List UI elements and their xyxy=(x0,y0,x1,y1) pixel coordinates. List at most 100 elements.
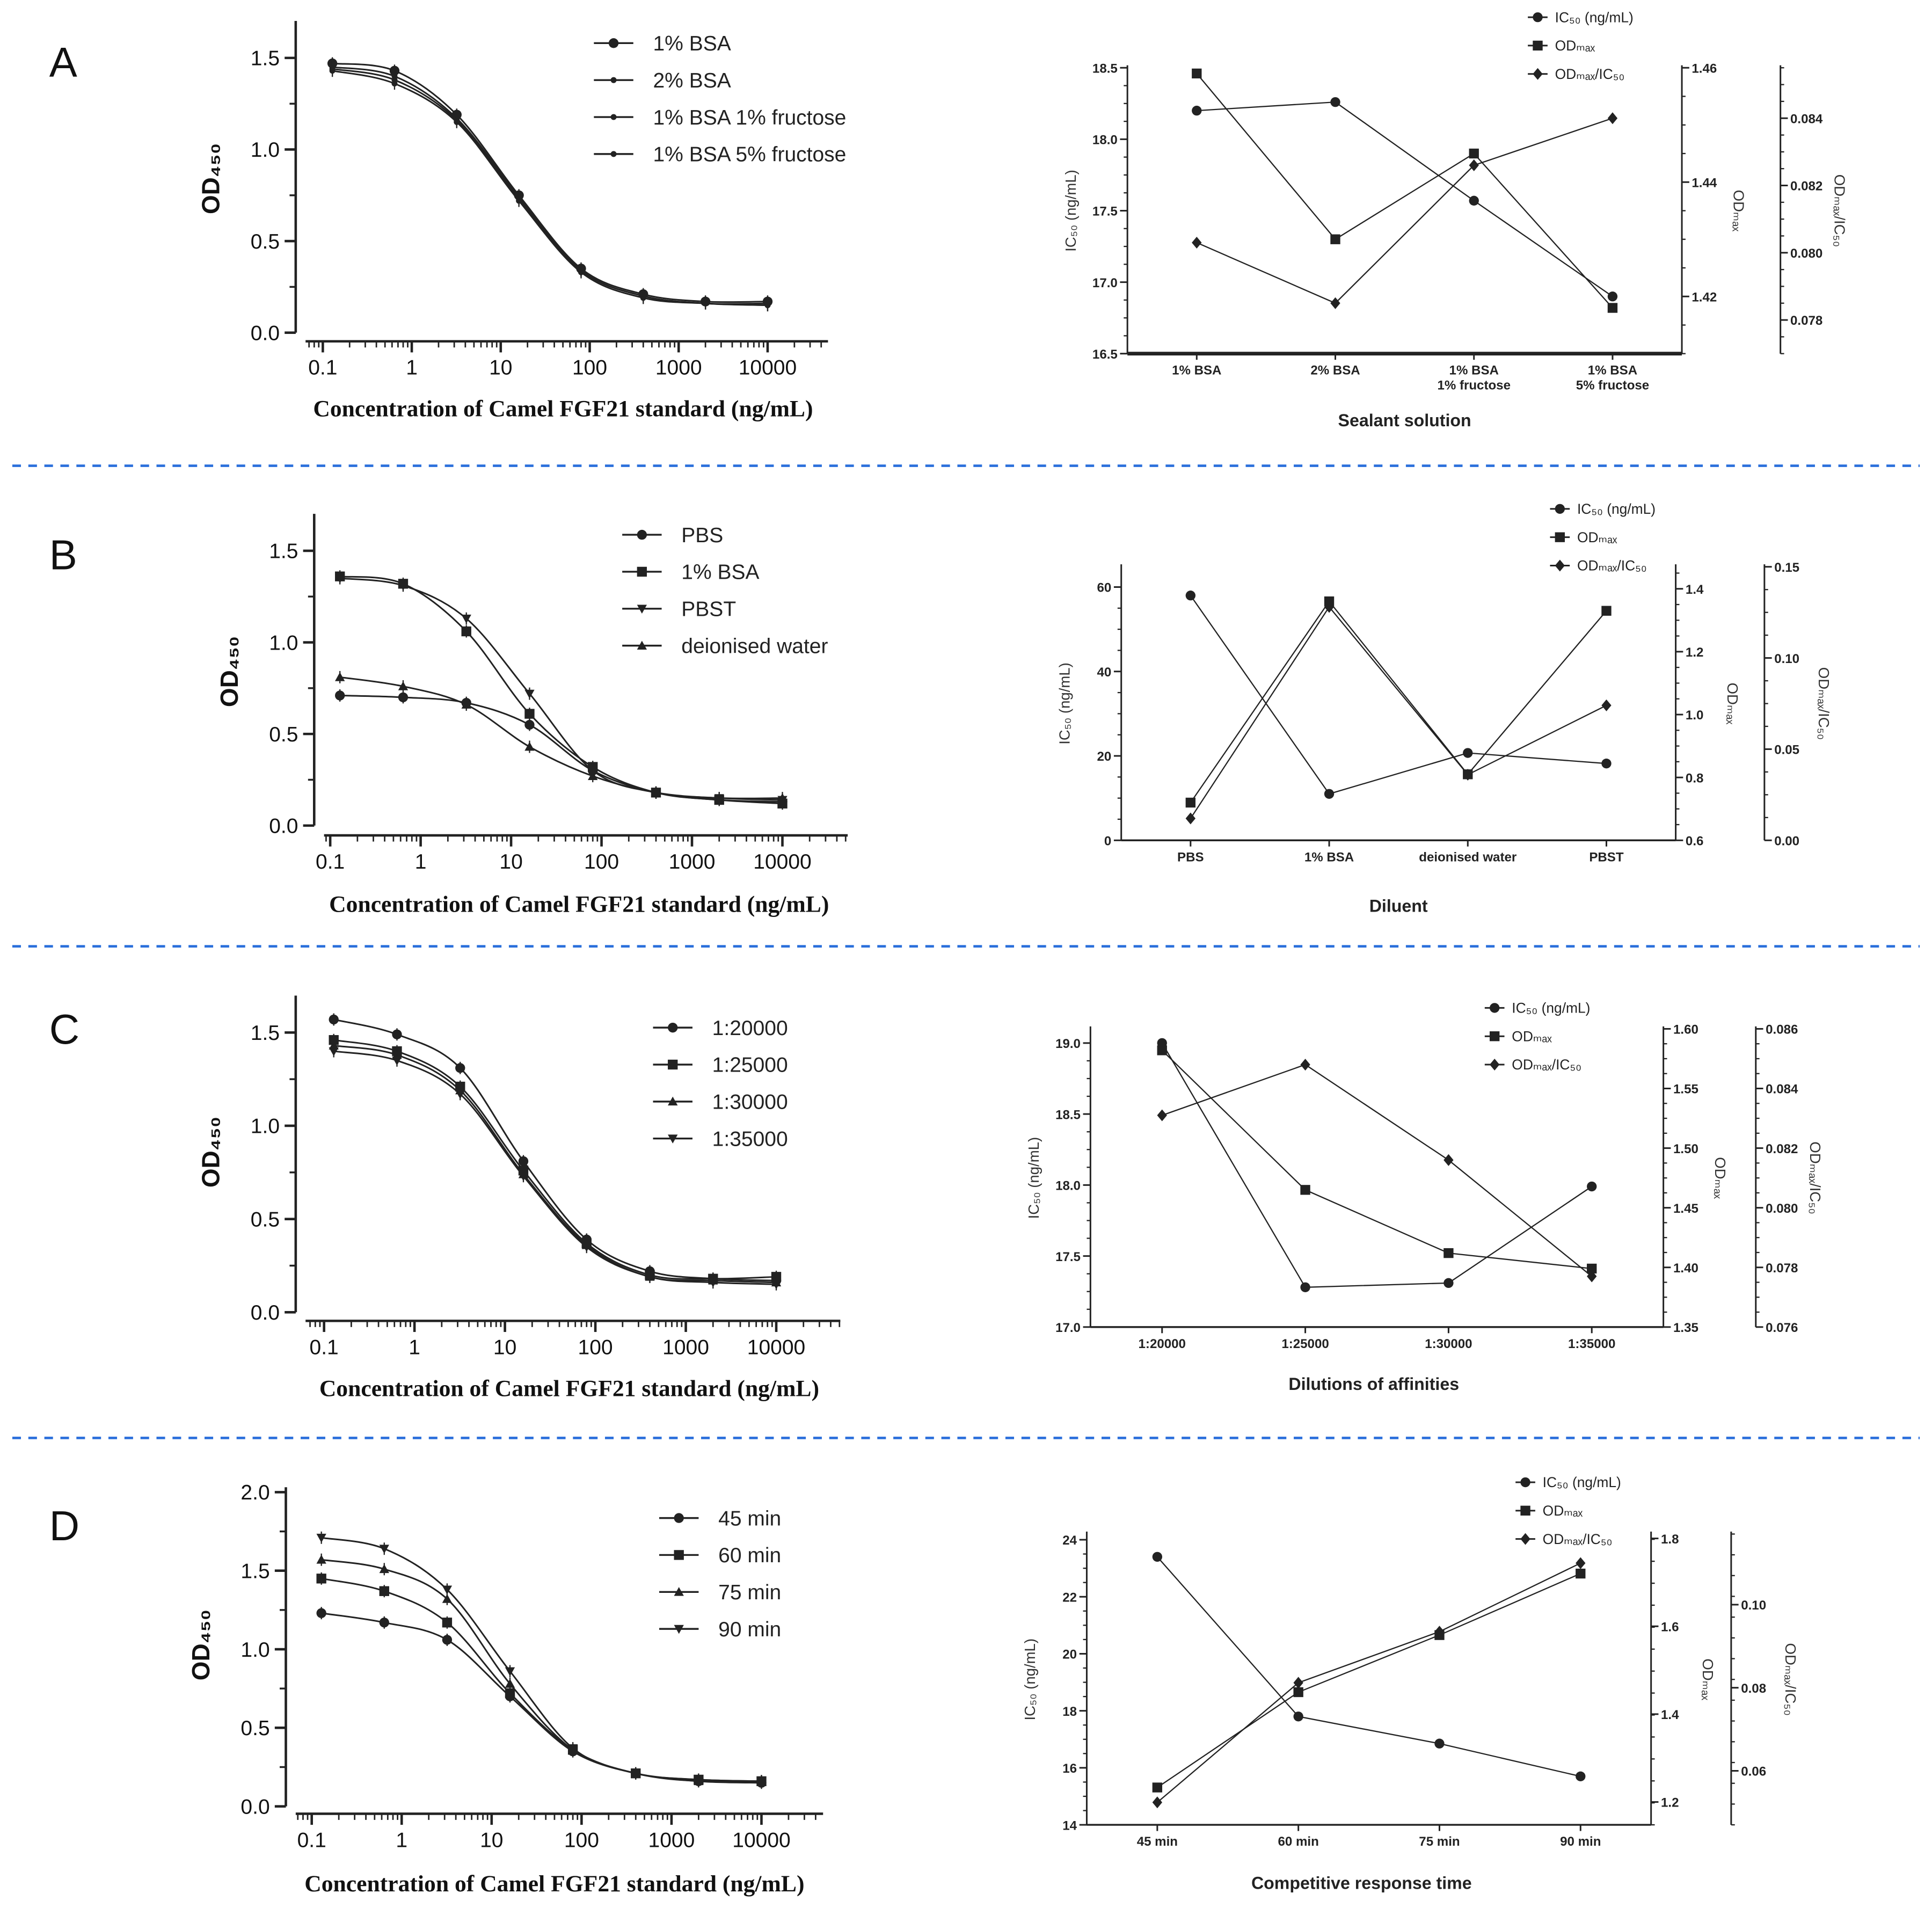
x-tick-label: 10 xyxy=(489,356,512,380)
y-tick-label: 0.15 xyxy=(1774,560,1799,575)
legend-label: IC₅₀ (ng/mL) xyxy=(1555,9,1634,25)
legend-marker xyxy=(610,114,617,120)
data-point xyxy=(1330,297,1340,309)
y-tick-label: 1.60 xyxy=(1673,1023,1698,1037)
x-tick-label: 1000 xyxy=(655,356,702,380)
y-tick-label: 0.0 xyxy=(269,815,298,838)
data-point xyxy=(1443,1248,1454,1258)
data-point xyxy=(1443,1278,1454,1288)
data-point xyxy=(1576,1557,1586,1569)
legend-label: 90 min xyxy=(718,1618,781,1641)
legend-label: ODₘₐₓ/IC₅₀ xyxy=(1512,1057,1581,1073)
x-tick-label: 60 min xyxy=(1278,1834,1319,1849)
y2-axis-label: ODₘₐₓ xyxy=(1700,1658,1716,1700)
x-tick-label: 2% BSA xyxy=(1310,363,1360,378)
y-tick-label: 1.42 xyxy=(1692,290,1717,304)
y-axis-label: OD₄₅₀ xyxy=(197,1117,225,1188)
data-point xyxy=(1443,1154,1454,1166)
y-tick-label: 1.45 xyxy=(1673,1201,1698,1216)
y-tick-label: 17.0 xyxy=(1092,276,1118,290)
x-tick-label: 1000 xyxy=(648,1829,695,1852)
legend-marker xyxy=(608,38,619,48)
legend-label: 60 min xyxy=(718,1544,781,1567)
data-point xyxy=(1434,1626,1445,1638)
panel-B-parameter-chart: 0 20 40 60 0.6 0.8 1.0 1.2 1.4 0.00 0.05 0.10 0.15 PB… xyxy=(1056,501,1832,915)
y-tick-label: 16.5 xyxy=(1092,347,1118,362)
data-point xyxy=(1330,97,1340,107)
x-tick-label: 45 min xyxy=(1137,1834,1178,1849)
x-tick-label: 1% fructose xyxy=(1437,378,1511,392)
data-point xyxy=(1587,1270,1597,1283)
y-tick-label: 0.8 xyxy=(1686,771,1703,785)
y-tick-label: 0.5 xyxy=(251,230,280,253)
legend-marker xyxy=(1555,532,1565,542)
series-line xyxy=(1161,1043,1592,1288)
series-line xyxy=(1162,1064,1592,1277)
legend-label: ODₘₐₓ/IC₅₀ xyxy=(1555,66,1625,82)
data-point xyxy=(1607,303,1618,313)
data-point xyxy=(1576,1771,1586,1781)
data-point xyxy=(1576,1568,1586,1579)
legend-label: ODₘₐₓ xyxy=(1512,1028,1552,1044)
legend-label: 45 min xyxy=(718,1507,781,1530)
series-curve xyxy=(332,62,768,303)
data-point xyxy=(1300,1282,1310,1292)
data-point xyxy=(1192,236,1202,249)
x-tick-label: 1% BSA xyxy=(1304,850,1354,864)
y-tick-label: 18 xyxy=(1062,1705,1077,1719)
y-tick-label: 0.10 xyxy=(1774,652,1799,666)
series-curve xyxy=(333,1050,777,1285)
y-tick-label: 1.8 xyxy=(1661,1532,1679,1547)
legend-marker xyxy=(637,529,647,540)
y-tick-label: 1.5 xyxy=(240,1560,269,1583)
legend-marker xyxy=(610,151,617,157)
x-tick-label: 100 xyxy=(578,1336,613,1359)
series-line xyxy=(1196,73,1613,309)
y-tick-label: 1.2 xyxy=(1661,1796,1679,1810)
data-point xyxy=(1185,812,1195,825)
y-tick-label: 0.10 xyxy=(1741,1598,1766,1613)
legend-label: IC₅₀ (ng/mL) xyxy=(1512,1000,1590,1016)
y3-axis-label: ODₘₐₓ/IC₅₀ xyxy=(1832,174,1848,247)
y-tick-label: 0.5 xyxy=(251,1208,280,1231)
y-tick-label: 0.082 xyxy=(1766,1142,1798,1156)
x-axis-label: Concentration of Camel FGF21 standard (n… xyxy=(319,1375,819,1401)
x-tick-label: 1 xyxy=(406,356,418,380)
data-point xyxy=(1607,292,1618,302)
y-tick-label: 17.5 xyxy=(1092,205,1118,219)
y-tick-label: 1.4 xyxy=(1686,582,1704,597)
panel-C-parameter-chart: 17.0 17.5 18.0 18.5 19.0 1.35 1.40 1.45 1.50 1.55… xyxy=(1025,1000,1824,1394)
x-tick-label: 1% BSA xyxy=(1588,363,1637,378)
y-tick-label: 19.0 xyxy=(1055,1037,1081,1051)
y-tick-label: 24 xyxy=(1062,1533,1077,1548)
y-tick-label: 0.0 xyxy=(251,1301,280,1324)
y-tick-label: 0.5 xyxy=(240,1717,269,1740)
x-tick-label: 1% BSA xyxy=(1172,363,1221,378)
panel-letter: C xyxy=(49,1006,79,1053)
legend-marker xyxy=(637,605,647,614)
legend-marker xyxy=(1520,1505,1530,1516)
series-curve xyxy=(321,1559,762,1783)
x-tick-label: 75 min xyxy=(1419,1834,1460,1849)
data-point xyxy=(1192,105,1202,116)
y-tick-label: 1.4 xyxy=(1661,1708,1679,1722)
y-tick-label: 1.5 xyxy=(251,47,280,70)
data-point xyxy=(1293,1677,1303,1689)
panel-letter: B xyxy=(49,531,77,578)
legend-label: IC₅₀ (ng/mL) xyxy=(1543,1474,1621,1490)
x-tick-label: 10000 xyxy=(747,1336,805,1359)
series-curve xyxy=(340,694,783,803)
series-line xyxy=(1197,101,1613,297)
y-tick-label: 1.6 xyxy=(1661,1620,1679,1634)
x-tick-label: 0.1 xyxy=(297,1829,326,1852)
x-tick-label: 100 xyxy=(564,1829,599,1852)
series-curve xyxy=(332,66,768,305)
series-line xyxy=(1196,118,1613,304)
legend-marker xyxy=(674,1625,684,1634)
y-tick-label: 0.08 xyxy=(1741,1681,1766,1696)
y3-axis-label: ODₘₐₓ/IC₅₀ xyxy=(1782,1643,1799,1716)
legend-marker xyxy=(1520,1533,1530,1545)
y-tick-label: 0.080 xyxy=(1766,1201,1798,1216)
x-tick-label: 1 xyxy=(396,1829,407,1852)
y-tick-label: 18.5 xyxy=(1055,1108,1081,1122)
